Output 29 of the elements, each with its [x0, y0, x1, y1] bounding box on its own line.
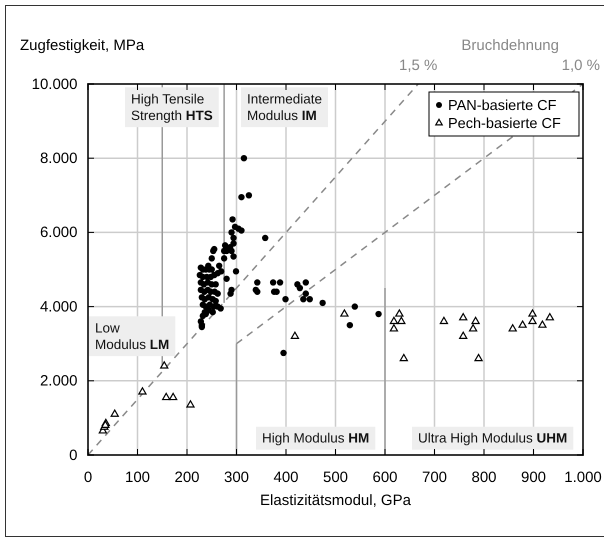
x-axis-title: Elastizitätsmodul, GPa: [260, 492, 412, 509]
annotation: Ultra High Modulus UHM: [418, 430, 568, 446]
x-tick-label: 300: [224, 469, 250, 486]
y-tick-label: 6.000: [40, 224, 78, 242]
x-tick-label: 900: [520, 469, 546, 486]
y-tick-label: 2.000: [40, 372, 78, 390]
y-tick-label: 8.000: [40, 150, 78, 167]
x-tick-label: 700: [422, 469, 448, 486]
x-tick-label: 0: [84, 469, 92, 486]
annotation: High Tensile Strength HTS: [131, 91, 213, 124]
annotation: 1,5 %: [398, 57, 438, 74]
text: Bruchdehnung: [461, 37, 559, 54]
x-tick-label: 100: [124, 469, 150, 486]
x-tick-label: 600: [372, 469, 398, 486]
annotation: 1,0 %: [562, 57, 600, 74]
x-tick-label: 200: [174, 469, 200, 486]
x-tick-label: 800: [471, 469, 497, 486]
x-tick-label: 500: [322, 469, 348, 486]
legend-label: Pech-basierte CF: [448, 116, 561, 132]
y-tick-label: 0: [69, 446, 78, 464]
legend-label: PAN-basierte CF: [448, 98, 557, 114]
annotation: Low Modulus LM: [95, 320, 170, 352]
y-axis-title: Zugfestigkeit, MPa: [20, 37, 145, 54]
y-tick-label: 10.000: [32, 76, 78, 93]
x-tick-label: 1.000: [564, 469, 602, 486]
x-tick-label: 400: [273, 469, 299, 486]
annotation: Intermediate Modulus IM: [247, 91, 322, 124]
y-tick-label: 4.000: [40, 298, 78, 316]
annotation: High Modulus HM: [262, 430, 370, 446]
